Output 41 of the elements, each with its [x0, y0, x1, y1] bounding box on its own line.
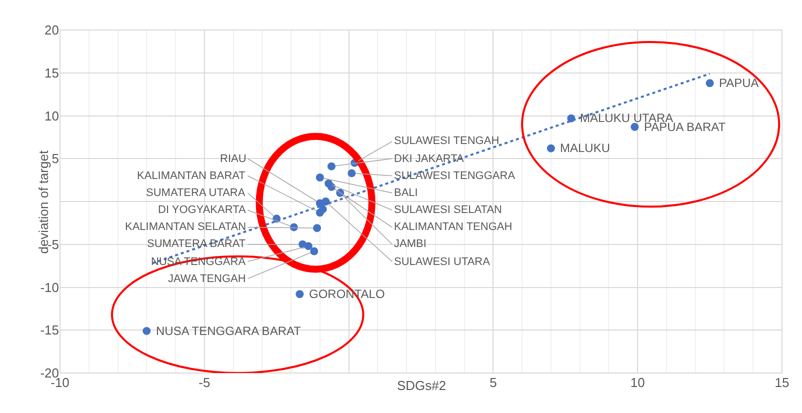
annotation: MALUKU [560, 141, 610, 155]
annotation: KALIMANTAN TENGAH [394, 221, 512, 233]
annotation: DI YOGYAKARTA [158, 204, 246, 216]
y-tick-label: 5 [52, 151, 59, 166]
point [142, 326, 151, 335]
point [316, 173, 324, 182]
point [348, 169, 356, 178]
annotation: SULAWESI TENGAH [394, 135, 500, 147]
y-tick-label: 20 [44, 22, 59, 38]
x-tick-label: 5 [490, 375, 497, 390]
annotation: KALIMANTAN SELATAN [125, 221, 246, 233]
x-tick-label: 10 [630, 375, 645, 390]
point [298, 240, 307, 248]
point [296, 290, 304, 298]
point [546, 144, 555, 152]
y-tick-label: 15 [44, 65, 59, 80]
y-tick-label: -5 [47, 236, 59, 252]
point [706, 79, 714, 88]
x-axis-title: SDGs#2 [397, 378, 446, 393]
annotation: JAMBI [394, 238, 426, 250]
annotation: RIAU [220, 153, 246, 165]
y-tick-label: -15 [40, 322, 59, 338]
y-tick-label: 10 [44, 108, 59, 124]
annotation: JAWA TENGAH [168, 273, 246, 285]
point [313, 224, 322, 232]
annotation: PAPUA [719, 76, 759, 90]
annotation: BALI [394, 187, 418, 199]
y-tick-label: -10 [40, 280, 59, 295]
annotation: SULAWESI UTARA [394, 256, 491, 268]
point [327, 182, 336, 191]
annotation: SUMATERA BARAT [147, 238, 246, 250]
annotation: SULAWESI SELATAN [394, 204, 502, 216]
x-tick-label: -5 [198, 375, 210, 390]
annotation: SUMATERA UTARA [146, 187, 246, 199]
point [310, 247, 318, 256]
annotation: NUSA TENGGARA BARAT [156, 324, 302, 338]
x-tick-label: 15 [774, 375, 790, 390]
point [630, 122, 639, 131]
annotation: KALIMANTAN BARAT [137, 170, 246, 182]
point [327, 162, 336, 170]
point [318, 205, 327, 214]
